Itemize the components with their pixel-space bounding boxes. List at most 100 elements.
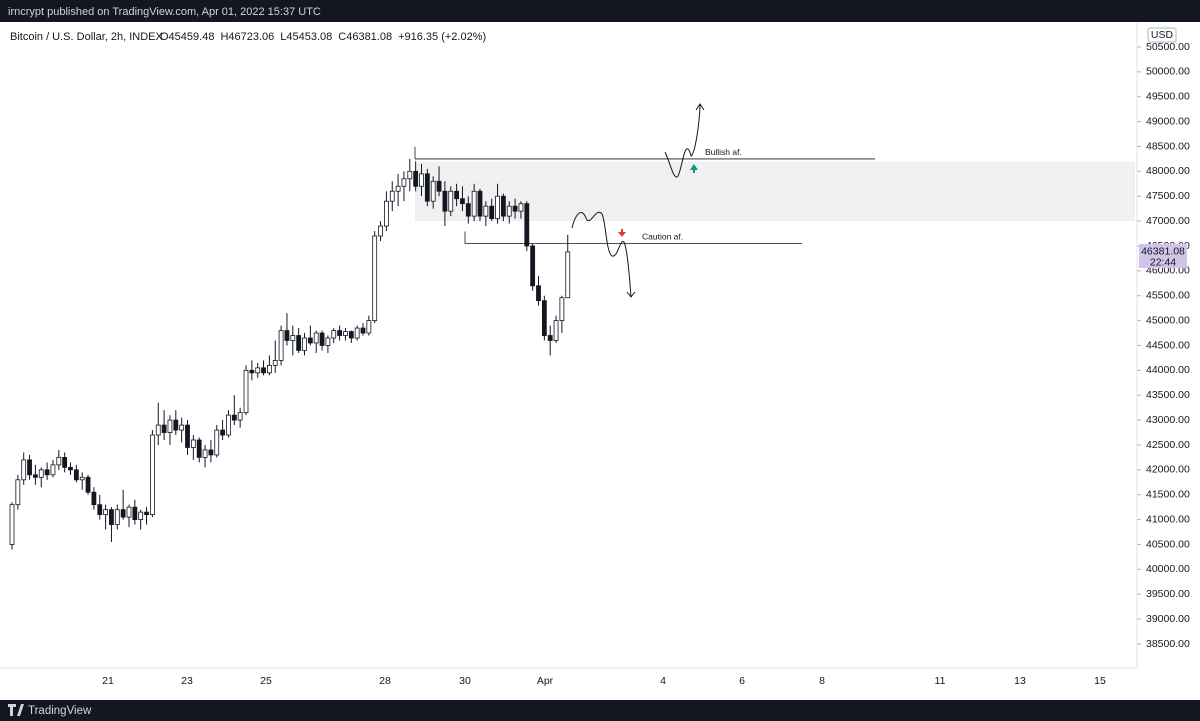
plot bbox=[9, 146, 1135, 550]
legend-value: L45453.08 bbox=[280, 31, 332, 43]
last-price: 46381.08 bbox=[1141, 246, 1185, 258]
y-tick-label: 47500.00 bbox=[1146, 190, 1190, 202]
candle-body bbox=[103, 509, 108, 516]
x-tick-label: 15 bbox=[1094, 675, 1106, 687]
candle-body bbox=[33, 474, 38, 478]
candle-body bbox=[91, 491, 97, 506]
bottom-bar bbox=[0, 700, 1200, 721]
y-tick-label: 43000.00 bbox=[1146, 414, 1190, 426]
y-tick-label: 42000.00 bbox=[1146, 464, 1190, 476]
y-tick-label: 50000.00 bbox=[1146, 66, 1190, 78]
bullish-path bbox=[664, 103, 705, 178]
candle-body bbox=[126, 506, 132, 518]
candle-body bbox=[179, 424, 185, 431]
candle-body bbox=[261, 367, 266, 374]
candle-body bbox=[208, 449, 214, 456]
x-tick-label: 23 bbox=[181, 675, 193, 687]
candle-body bbox=[489, 205, 495, 220]
candle-body bbox=[495, 195, 500, 220]
candle-body bbox=[460, 198, 465, 205]
y-tick-label: 39500.00 bbox=[1146, 588, 1190, 600]
y-tick-label: 50500.00 bbox=[1146, 41, 1190, 53]
candle-body bbox=[530, 245, 536, 287]
candle-body bbox=[27, 459, 32, 476]
candle-body bbox=[465, 203, 471, 217]
candle-body bbox=[407, 170, 413, 180]
candle-body bbox=[149, 434, 155, 516]
candle-body bbox=[372, 235, 378, 321]
brand: TradingView bbox=[28, 705, 92, 717]
candle-body bbox=[307, 337, 313, 344]
candle-body bbox=[196, 439, 202, 458]
candle-body bbox=[337, 330, 343, 336]
candle-body bbox=[237, 412, 243, 421]
chart-title: Bitcoin / U.S. Dollar, 2h, INDEX bbox=[10, 31, 163, 43]
candle-body bbox=[354, 327, 360, 339]
candle-body bbox=[547, 335, 553, 341]
candle-body bbox=[319, 332, 325, 346]
last-price-box bbox=[1139, 243, 1187, 268]
countdown: 22:44 bbox=[1150, 257, 1176, 269]
y-tick-label: 43500.00 bbox=[1146, 389, 1190, 401]
candle-body bbox=[226, 414, 231, 436]
x-tick-label: 13 bbox=[1014, 675, 1026, 687]
candle-body bbox=[296, 335, 302, 351]
legend-value: +916.35 (+2.02%) bbox=[398, 31, 486, 43]
candle-body bbox=[401, 178, 407, 187]
candle-body bbox=[85, 476, 91, 493]
y-tick-label: 40000.00 bbox=[1146, 563, 1190, 575]
y-tick-label: 41500.00 bbox=[1146, 489, 1190, 501]
caution-arrow bbox=[618, 229, 626, 237]
y-tick-label: 45500.00 bbox=[1146, 290, 1190, 302]
candle-body bbox=[565, 251, 571, 299]
candle-body bbox=[9, 504, 15, 545]
candle-body bbox=[68, 466, 73, 471]
y-tick-label: 40500.00 bbox=[1146, 538, 1190, 550]
candle-body bbox=[50, 464, 56, 476]
bullish-arrow bbox=[690, 164, 698, 173]
candle-body bbox=[21, 459, 27, 481]
y-tick-label: 44500.00 bbox=[1146, 339, 1190, 351]
legend-value: O45459.48 bbox=[160, 31, 214, 43]
x-tick-label: 6 bbox=[739, 675, 745, 687]
x-tick-label: 21 bbox=[102, 675, 114, 687]
y-tick-label: 44000.00 bbox=[1146, 364, 1190, 376]
candle-body bbox=[559, 297, 565, 321]
y-tick-label: 49000.00 bbox=[1146, 115, 1190, 127]
candle-body bbox=[302, 337, 307, 351]
candle-body bbox=[419, 173, 424, 187]
x-tick-label: 4 bbox=[660, 675, 666, 687]
candle-body bbox=[278, 330, 284, 361]
y-tick-label: 47000.00 bbox=[1146, 215, 1190, 227]
candle-body bbox=[477, 190, 483, 217]
candle-body bbox=[173, 419, 179, 431]
candle-body bbox=[266, 364, 272, 374]
candle-body bbox=[383, 200, 389, 227]
candle-body bbox=[424, 173, 430, 202]
x-tick-label: 30 bbox=[459, 675, 471, 687]
candle-body bbox=[430, 180, 436, 202]
candle-body bbox=[284, 330, 290, 341]
y-tick-label: 49500.00 bbox=[1146, 91, 1190, 103]
candle-body bbox=[500, 195, 506, 217]
top-bar bbox=[0, 0, 1200, 22]
y-tick-label: 45000.00 bbox=[1146, 314, 1190, 326]
candle-body bbox=[395, 185, 401, 192]
candle-body bbox=[231, 414, 237, 421]
candle-body bbox=[343, 331, 348, 336]
zone bbox=[415, 161, 1135, 222]
candle-body bbox=[360, 327, 366, 334]
candle-body bbox=[38, 469, 44, 478]
candle-body bbox=[167, 419, 173, 433]
candle-body bbox=[483, 205, 489, 217]
caution-path bbox=[571, 211, 636, 298]
candle-body bbox=[524, 203, 530, 247]
brand-logo bbox=[8, 704, 24, 716]
candle-body bbox=[454, 190, 460, 200]
candle-body bbox=[506, 205, 512, 217]
legend-value: H46723.06 bbox=[220, 31, 274, 43]
y-tick-label: 42500.00 bbox=[1146, 439, 1190, 451]
candle-body bbox=[471, 190, 477, 217]
x-tick-label: 28 bbox=[379, 675, 391, 687]
